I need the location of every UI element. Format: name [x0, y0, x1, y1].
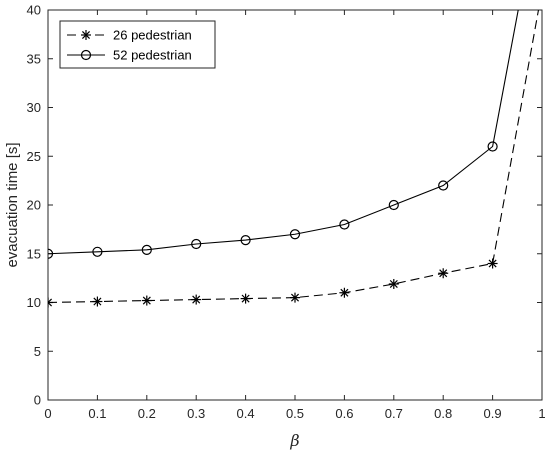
series-1-point [388, 278, 399, 289]
x-tick-label: 0.5 [286, 406, 304, 421]
x-tick-label: 0.6 [335, 406, 353, 421]
series-1-point [141, 295, 152, 306]
series-2-point [92, 246, 103, 257]
series-1-point [487, 258, 498, 269]
y-tick-label: 5 [34, 344, 41, 359]
y-tick-label: 10 [27, 295, 41, 310]
series-line-2 [48, 10, 519, 255]
legend-marker [81, 30, 91, 40]
legend: 26 pedestrian 52 pedestrian [59, 20, 216, 69]
y-tick-label: 35 [27, 51, 41, 66]
series-1-point [290, 292, 300, 303]
x-tick-label: 0.9 [484, 406, 502, 421]
series-1-point [438, 268, 449, 279]
y-tick-label: 30 [27, 100, 41, 115]
x-tick-label: 0.8 [434, 406, 452, 421]
y-tick-label: 25 [27, 149, 41, 164]
legend-label: 26 pedestrian [113, 28, 192, 43]
series-1-point [191, 294, 202, 305]
series-2-point [487, 141, 498, 152]
x-axis: 0 0.1 0.2 0.3 0.4 0.5 0.6 0.7 0.8 0.9 1 [44, 10, 546, 421]
legend-entry-2: 52 pedestrian [67, 48, 192, 63]
series-2-point [141, 244, 152, 255]
series-2-point [388, 199, 399, 211]
series-2-point [191, 238, 202, 250]
y-tick-label: 40 [27, 3, 41, 18]
plot-area [47, 9, 543, 401]
y-tick-label: 20 [27, 198, 41, 213]
series-1-point [240, 293, 251, 304]
legend-label: 52 pedestrian [113, 48, 192, 63]
series-2-point [438, 180, 449, 191]
series-1-point [339, 287, 350, 298]
y-tick-label: 0 [34, 393, 41, 408]
series-group [48, 10, 540, 308]
series-line-1 [48, 10, 540, 304]
series-1-point [48, 297, 53, 308]
x-tick-label: 0.7 [385, 406, 403, 421]
series-1-point [92, 296, 103, 307]
legend-box [59, 20, 216, 69]
legend-marker [80, 49, 92, 61]
x-tick-label: 0.4 [237, 406, 255, 421]
series-2-point [48, 248, 54, 259]
series-2-point [339, 219, 350, 230]
y-tick-label: 15 [27, 246, 41, 261]
y-axis: 0 5 10 15 20 25 30 35 40 [27, 3, 542, 408]
x-axis-label: β [289, 431, 299, 450]
x-tick-label: 0.3 [187, 406, 205, 421]
x-tick-label: 0.1 [88, 406, 106, 421]
x-tick-label: 1 [538, 406, 545, 421]
series-2-point [289, 229, 301, 240]
series-2-point [240, 235, 251, 246]
x-tick-label: 0.2 [138, 406, 156, 421]
x-tick-label: 0 [44, 406, 51, 421]
legend-entry-1: 26 pedestrian [67, 28, 192, 43]
y-axis-label: evacuation time [s] [4, 142, 21, 267]
